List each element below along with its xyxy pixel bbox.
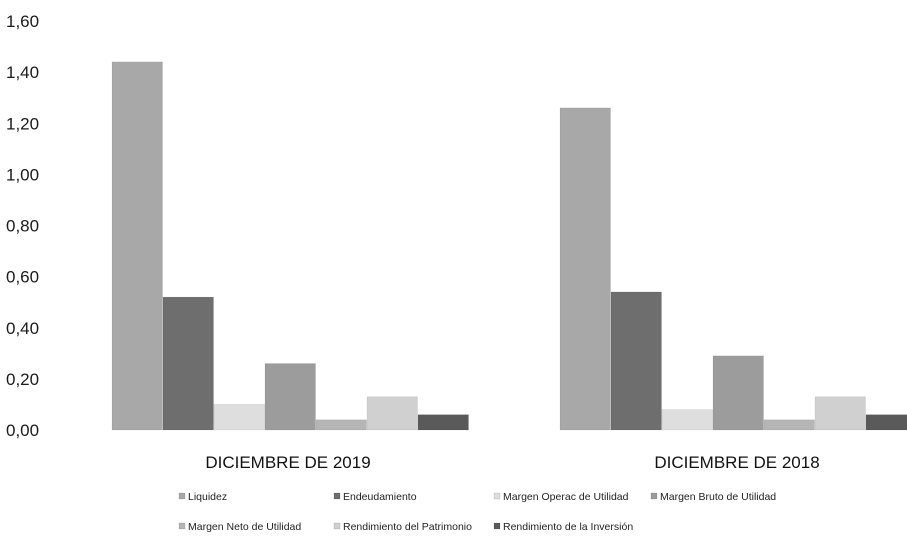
legend-swatch — [178, 492, 186, 500]
category-label: DICIEMBRE DE 2018 — [654, 453, 819, 472]
bars — [111, 61, 907, 431]
y-tick-label: 0,40 — [6, 319, 39, 338]
y-tick-label: 1,20 — [6, 114, 39, 133]
legend-swatch — [650, 492, 658, 500]
legend-swatch — [333, 492, 341, 500]
y-tick-label: 1,00 — [6, 165, 39, 184]
bar — [264, 363, 316, 431]
y-axis: 0,00 0,20 0,40 0,60 0,80 1,00 1,20 1,40 1,60 — [6, 12, 39, 440]
bar — [712, 355, 764, 431]
y-tick-label: 0,80 — [6, 217, 39, 236]
legend-label: Endeudamiento — [343, 491, 417, 503]
legend-swatch — [493, 522, 501, 530]
bar — [111, 61, 163, 431]
legend-swatch — [178, 522, 186, 530]
legend: Liquidez Endeudamiento Margen Operac de Ut… — [178, 491, 776, 533]
legend-label: Rendimiento del Patrimonio — [343, 521, 472, 533]
bar — [417, 414, 469, 431]
legend-label: Margen Bruto de Utilidad — [660, 491, 776, 503]
y-tick-label: 1,60 — [6, 12, 39, 31]
bar — [661, 409, 713, 431]
bar — [315, 419, 367, 431]
bar — [213, 404, 265, 431]
bar — [162, 296, 214, 431]
bar — [865, 414, 907, 431]
y-tick-label: 0,60 — [6, 268, 39, 287]
bar — [366, 396, 418, 431]
category-axis: DICIEMBRE DE 2019 DICIEMBRE DE 2018 — [205, 453, 819, 472]
bar — [814, 396, 866, 431]
y-tick-label: 0,00 — [6, 421, 39, 440]
y-tick-label: 0,20 — [6, 370, 39, 389]
y-tick-label: 1,40 — [6, 63, 39, 82]
legend-swatch — [493, 492, 501, 500]
legend-label: Rendimiento de la Inversión — [503, 521, 633, 533]
legend-label: Margen Neto de Utilidad — [188, 521, 301, 533]
legend-label: Margen Operac de Utilidad — [503, 491, 629, 503]
category-label: DICIEMBRE DE 2019 — [205, 453, 370, 472]
bar — [559, 107, 611, 431]
legend-swatch — [333, 522, 341, 530]
bar — [610, 291, 662, 431]
legend-label: Liquidez — [188, 491, 227, 503]
bar — [763, 419, 815, 431]
